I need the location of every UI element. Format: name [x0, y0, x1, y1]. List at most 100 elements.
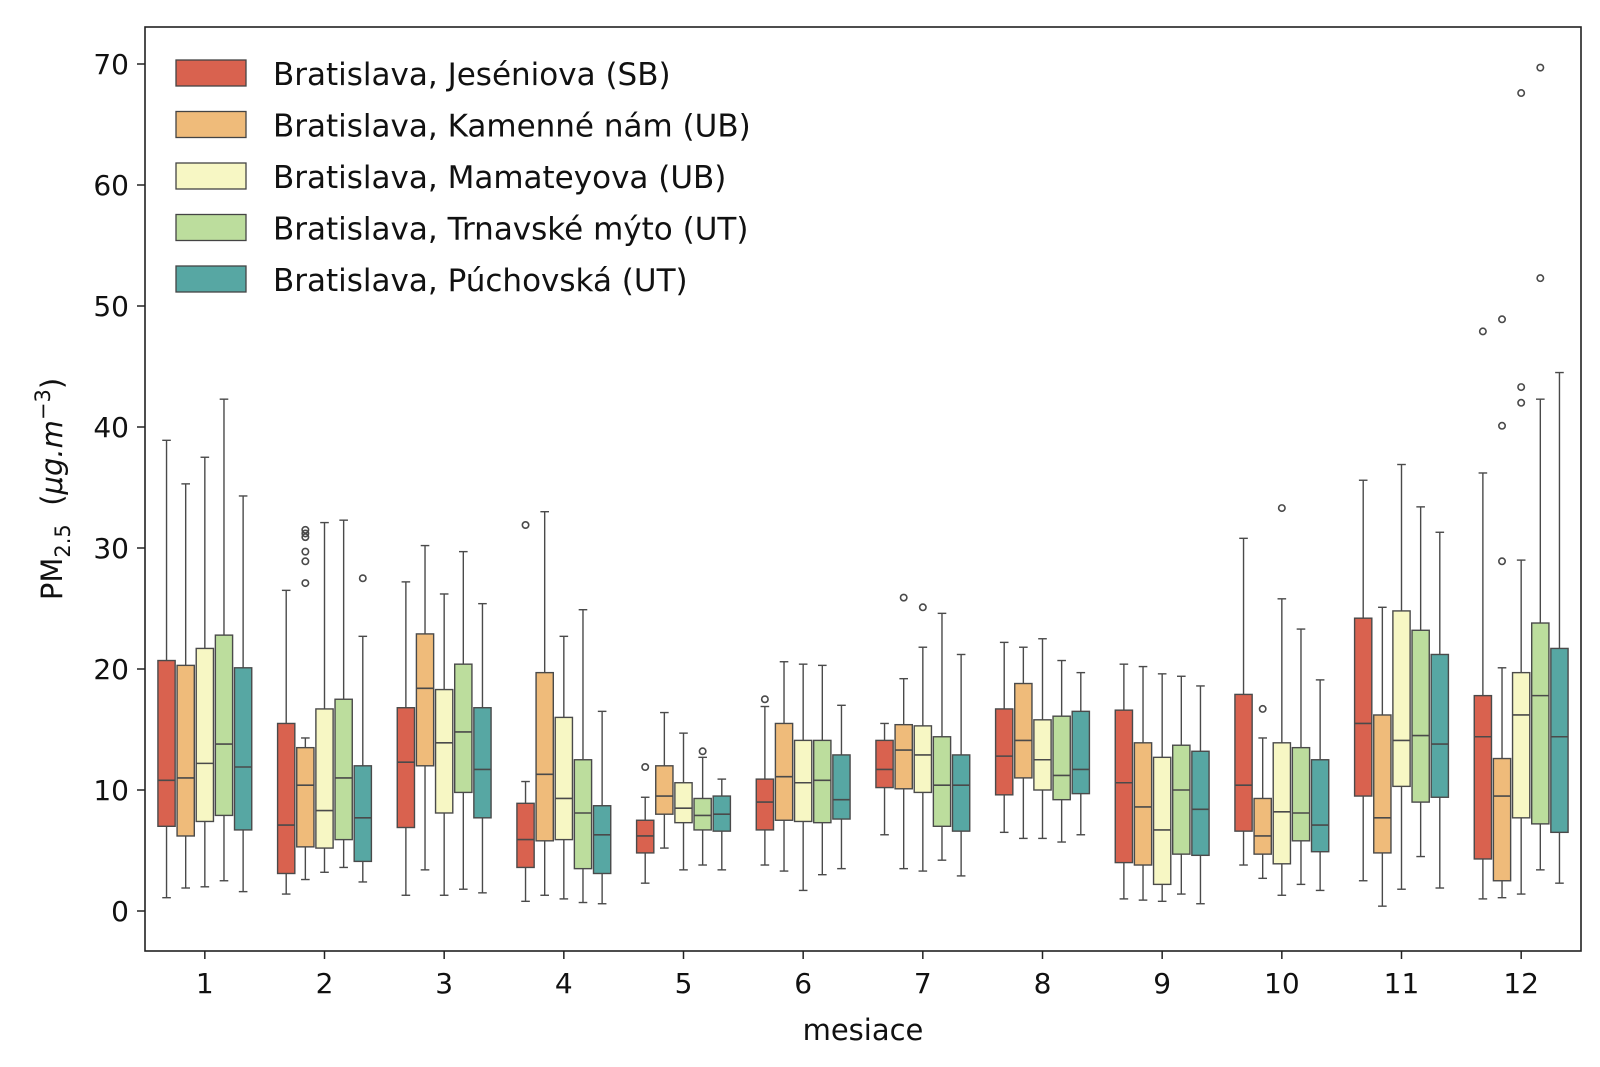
- outlier-point: [521, 521, 530, 530]
- x-tick-label: 9: [1153, 967, 1171, 1000]
- box-month-1-series-3: [195, 456, 215, 888]
- box-iqr: [176, 664, 196, 837]
- legend-swatch: [175, 265, 247, 293]
- box-month-3-series-2: [415, 544, 435, 871]
- box-month-7-series-4: [932, 612, 952, 861]
- box-month-2-series-3: [315, 521, 334, 873]
- box-iqr: [1411, 629, 1430, 803]
- box-month-2-series-2: [296, 525, 315, 881]
- box-month-7-series-2: [894, 593, 914, 870]
- box-layer: [157, 63, 1569, 907]
- box-iqr: [1114, 709, 1134, 864]
- box-month-8-series-3: [1033, 638, 1052, 840]
- box-month-10-series-4: [1291, 628, 1311, 886]
- box-iqr: [693, 797, 712, 831]
- plot-frame: [144, 26, 1582, 952]
- box-iqr: [535, 671, 555, 842]
- x-tick-label: 1: [196, 967, 214, 1000]
- box-month-10-series-5: [1310, 679, 1330, 892]
- outlier-point: [1478, 327, 1487, 336]
- box-month-9-series-5: [1191, 685, 1210, 905]
- outlier-point: [1498, 421, 1507, 430]
- box-iqr: [434, 688, 454, 814]
- x-axis: 1 2 3 4 5 6 7 8 9 10 11 12: [196, 951, 1539, 1000]
- box-month-11-series-5: [1430, 531, 1450, 889]
- outlier-point: [301, 547, 310, 556]
- box-month-1-series-1: [157, 439, 176, 899]
- box-iqr: [1392, 610, 1411, 788]
- outlier-point: [1536, 274, 1545, 283]
- box-iqr: [875, 739, 894, 789]
- box-month-11-series-1: [1353, 479, 1373, 882]
- legend-item-1: Bratislava, Jeséniova (SB): [175, 57, 671, 93]
- legend: Bratislava, Jeséniova (SB) Bratislava, Ka…: [175, 57, 751, 299]
- y-tick-label: 60: [93, 169, 129, 202]
- box-month-4-series-4: [573, 609, 593, 904]
- outlier-point: [698, 747, 707, 756]
- box-iqr: [1291, 746, 1311, 842]
- box-iqr: [315, 708, 334, 849]
- box-iqr: [276, 722, 296, 875]
- box-month-12-series-4: [1530, 63, 1550, 871]
- box-month-5-series-5: [712, 778, 732, 871]
- legend-label: Bratislava, Mamateyova (UB): [273, 160, 726, 196]
- box-month-6-series-5: [832, 704, 851, 870]
- box-month-7-series-5: [951, 653, 971, 877]
- box-iqr: [1152, 756, 1172, 886]
- box-iqr: [793, 739, 813, 823]
- box-month-8-series-2: [1014, 646, 1033, 840]
- box-iqr: [1033, 719, 1052, 791]
- box-month-9-series-2: [1133, 665, 1153, 901]
- box-month-1-series-5: [233, 495, 253, 893]
- legend-label: Bratislava, Púchovská (UT): [273, 263, 688, 299]
- outlier-point: [301, 525, 310, 534]
- box-iqr: [415, 633, 435, 767]
- box-iqr: [951, 754, 971, 832]
- box-iqr: [554, 716, 574, 841]
- box-iqr: [214, 634, 234, 817]
- outlier-point: [1517, 383, 1526, 392]
- box-iqr: [932, 736, 952, 828]
- legend-item-2: Bratislava, Kamenné nám (UB): [175, 109, 751, 145]
- box-month-1-series-4: [214, 398, 234, 882]
- box-iqr: [453, 663, 473, 794]
- box-month-11-series-2: [1373, 606, 1392, 907]
- box-month-9-series-4: [1171, 675, 1191, 895]
- box-month-3-series-3: [434, 593, 454, 896]
- box-iqr: [1550, 647, 1569, 834]
- x-tick-label: 5: [675, 967, 693, 1000]
- box-month-6-series-4: [812, 664, 832, 876]
- box-month-10-series-3: [1272, 504, 1292, 896]
- y-axis-title: PM2.5 (μg.m−3): [31, 378, 75, 600]
- legend-label: Bratislava, Kamenné nám (UB): [273, 109, 751, 145]
- box-month-12-series-1: [1473, 327, 1493, 900]
- box-iqr: [1373, 714, 1392, 854]
- x-tick-label: 6: [794, 967, 812, 1000]
- outlier-point: [1277, 504, 1286, 513]
- box-month-5-series-4: [693, 747, 712, 866]
- box-month-4-series-1: [516, 521, 535, 903]
- x-tick-label: 4: [555, 967, 573, 1000]
- box-month-9-series-1: [1114, 663, 1134, 900]
- y-tick-label: 70: [93, 48, 129, 81]
- y-tick-label: 20: [93, 653, 129, 686]
- box-month-7-series-3: [913, 603, 933, 872]
- legend-item-4: Bratislava, Trnavské mýto (UT): [175, 212, 748, 248]
- box-iqr: [1133, 742, 1153, 866]
- box-month-12-series-2: [1492, 315, 1512, 899]
- box-iqr: [396, 707, 416, 829]
- x-tick-label: 3: [435, 967, 453, 1000]
- legend-swatch: [175, 162, 247, 190]
- box-month-3-series-5: [473, 602, 492, 894]
- legend-item-3: Bratislava, Mamateyova (UB): [175, 160, 726, 196]
- x-tick-label: 12: [1503, 967, 1539, 1000]
- box-month-11-series-3: [1392, 463, 1411, 890]
- box-iqr: [1492, 757, 1512, 882]
- legend-swatch: [175, 110, 247, 139]
- box-month-1-series-2: [176, 483, 196, 889]
- box-month-12-series-5: [1550, 371, 1569, 884]
- legend-item-5: Bratislava, Púchovská (UT): [175, 263, 688, 299]
- y-tick-label: 50: [93, 290, 129, 323]
- box-iqr: [157, 659, 176, 828]
